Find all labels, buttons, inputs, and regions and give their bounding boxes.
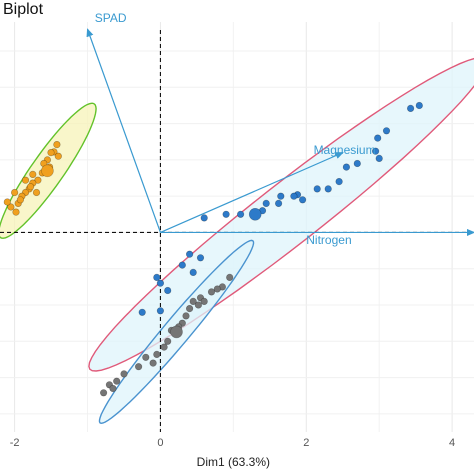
data-point xyxy=(153,350,161,359)
data-point xyxy=(382,127,391,135)
data-point xyxy=(213,285,221,293)
data-point xyxy=(299,196,307,204)
data-point xyxy=(186,250,194,258)
group-centroid xyxy=(41,164,54,178)
x-axis-label: Dim1 (63.3%) xyxy=(197,455,270,469)
data-point xyxy=(54,152,62,160)
data-point xyxy=(160,343,168,351)
data-point xyxy=(47,149,55,157)
data-point xyxy=(34,176,42,184)
group-centroid xyxy=(248,208,262,221)
data-point xyxy=(207,288,216,296)
data-points xyxy=(3,101,423,397)
data-point xyxy=(178,261,186,269)
data-point xyxy=(189,297,197,306)
data-point xyxy=(237,210,245,218)
data-point xyxy=(290,192,298,200)
data-point xyxy=(164,286,172,295)
x-tick-label: -2 xyxy=(10,437,20,449)
variable-label: SPAD xyxy=(95,11,127,25)
x-tick-label: 2 xyxy=(303,437,309,449)
data-point xyxy=(353,159,361,168)
data-point xyxy=(200,214,208,222)
data-point xyxy=(113,377,121,385)
data-point xyxy=(262,199,270,207)
data-point xyxy=(138,308,146,316)
data-point xyxy=(21,176,30,184)
data-point xyxy=(324,185,332,193)
data-point xyxy=(375,154,383,162)
data-point xyxy=(120,370,128,378)
data-point xyxy=(53,141,61,149)
x-tick-labels: -2 0 2 4 xyxy=(10,437,455,449)
data-point xyxy=(29,170,37,178)
data-point xyxy=(335,178,343,186)
data-point xyxy=(7,203,15,211)
data-point xyxy=(156,307,164,315)
data-point xyxy=(142,353,150,361)
data-point xyxy=(222,210,230,218)
data-point xyxy=(226,273,234,282)
data-point xyxy=(189,268,197,277)
data-point xyxy=(372,147,380,155)
data-point xyxy=(156,279,164,287)
data-point xyxy=(186,305,194,313)
data-point xyxy=(149,359,157,367)
data-point xyxy=(342,163,351,171)
data-point xyxy=(109,384,117,393)
variable-label: Nitrogen xyxy=(306,233,351,247)
data-point xyxy=(275,199,283,207)
data-point xyxy=(11,188,19,197)
confidence-ellipses xyxy=(0,57,474,425)
chart-title: Biplot xyxy=(3,1,44,18)
data-point xyxy=(407,104,415,112)
data-point xyxy=(3,198,11,206)
data-point xyxy=(164,337,172,345)
data-point xyxy=(16,196,25,204)
data-point xyxy=(135,363,143,371)
data-point xyxy=(194,301,202,309)
data-point xyxy=(182,312,190,320)
data-point xyxy=(200,297,208,306)
data-point xyxy=(313,185,321,193)
data-point xyxy=(153,273,161,282)
variable-arrows: SPAD Magnesium Nitrogen xyxy=(86,11,474,247)
data-point xyxy=(32,188,41,197)
group-centroid xyxy=(170,325,183,339)
data-point xyxy=(374,134,382,142)
data-point xyxy=(27,183,35,191)
data-point xyxy=(12,208,20,216)
data-point xyxy=(415,101,423,110)
x-tick-label: 0 xyxy=(157,437,163,449)
variable-arrow xyxy=(160,152,344,233)
data-point xyxy=(277,192,285,200)
data-point xyxy=(99,389,108,397)
data-point xyxy=(196,254,205,262)
variable-label: Magnesium xyxy=(314,143,376,157)
x-tick-label: 4 xyxy=(449,437,455,449)
variable-arrow xyxy=(86,28,161,233)
